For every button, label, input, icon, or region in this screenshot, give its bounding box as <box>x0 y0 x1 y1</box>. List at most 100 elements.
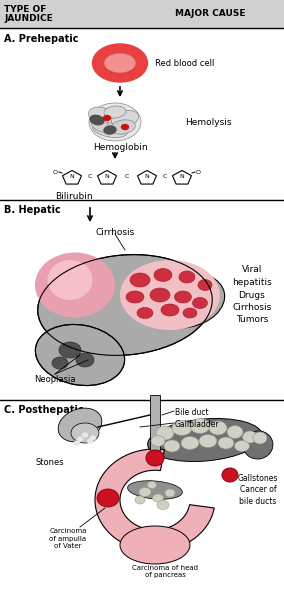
Polygon shape <box>172 170 191 184</box>
Ellipse shape <box>103 115 110 121</box>
Text: Neoplasia: Neoplasia <box>34 375 76 384</box>
Ellipse shape <box>52 357 68 369</box>
Ellipse shape <box>222 468 238 482</box>
Ellipse shape <box>156 426 174 440</box>
Ellipse shape <box>104 106 126 118</box>
Ellipse shape <box>243 431 258 443</box>
Ellipse shape <box>89 107 117 127</box>
Text: Red blood cell: Red blood cell <box>155 58 214 67</box>
Text: O: O <box>196 170 201 175</box>
Text: N: N <box>70 173 74 179</box>
Text: Gallstones
Cancer of
bile ducts: Gallstones Cancer of bile ducts <box>238 474 278 506</box>
Bar <box>0 0 284 28</box>
Ellipse shape <box>71 423 99 443</box>
Ellipse shape <box>59 342 81 358</box>
Ellipse shape <box>91 118 109 132</box>
Ellipse shape <box>179 271 195 283</box>
Ellipse shape <box>78 437 82 441</box>
Ellipse shape <box>105 54 135 72</box>
Ellipse shape <box>183 308 197 318</box>
Ellipse shape <box>58 408 102 442</box>
Text: C: C <box>125 173 129 179</box>
Ellipse shape <box>120 526 190 564</box>
Ellipse shape <box>157 500 169 509</box>
Ellipse shape <box>243 431 273 459</box>
Ellipse shape <box>122 124 128 130</box>
Ellipse shape <box>139 487 151 497</box>
Ellipse shape <box>227 425 243 439</box>
Text: Carcinoma of head
of pancreas: Carcinoma of head of pancreas <box>132 565 198 578</box>
Ellipse shape <box>130 273 150 287</box>
Ellipse shape <box>97 489 119 507</box>
Ellipse shape <box>47 260 93 300</box>
Ellipse shape <box>147 481 156 488</box>
Text: Hemoglobin: Hemoglobin <box>93 143 147 152</box>
Text: N: N <box>145 173 149 179</box>
Text: N: N <box>179 173 184 179</box>
Ellipse shape <box>181 437 199 449</box>
Ellipse shape <box>218 437 234 449</box>
Ellipse shape <box>165 489 175 497</box>
Ellipse shape <box>38 254 212 355</box>
Polygon shape <box>137 170 156 184</box>
Ellipse shape <box>36 325 125 386</box>
Bar <box>150 395 160 450</box>
Ellipse shape <box>120 260 220 330</box>
Ellipse shape <box>87 439 93 443</box>
Ellipse shape <box>93 122 127 137</box>
Text: Stones: Stones <box>36 458 65 467</box>
Text: O: O <box>53 170 58 175</box>
Polygon shape <box>62 170 82 184</box>
Ellipse shape <box>145 272 225 328</box>
Ellipse shape <box>104 126 116 134</box>
Text: C. Posthepatic: C. Posthepatic <box>4 405 83 415</box>
Ellipse shape <box>150 288 170 302</box>
Text: C: C <box>162 173 167 179</box>
Ellipse shape <box>110 120 135 134</box>
Ellipse shape <box>91 436 95 440</box>
Text: Gallbladder: Gallbladder <box>175 420 220 429</box>
Ellipse shape <box>82 433 87 437</box>
Ellipse shape <box>90 115 104 125</box>
Ellipse shape <box>154 269 172 281</box>
Ellipse shape <box>93 44 147 82</box>
Ellipse shape <box>235 440 249 451</box>
Polygon shape <box>95 449 214 551</box>
Ellipse shape <box>135 496 145 504</box>
Text: B. Hepatic: B. Hepatic <box>4 205 61 215</box>
Text: Bile duct: Bile duct <box>175 408 209 417</box>
Text: Hemolysis: Hemolysis <box>185 118 231 127</box>
Ellipse shape <box>172 421 192 436</box>
Text: Viral
hepatitis
Drugs
Cirrhosis
Tumors: Viral hepatitis Drugs Cirrhosis Tumors <box>232 265 272 325</box>
Ellipse shape <box>151 436 165 446</box>
Text: C: C <box>87 173 92 179</box>
Text: TYPE OF
JAUNDICE: TYPE OF JAUNDICE <box>4 5 53 23</box>
Ellipse shape <box>137 307 153 319</box>
Ellipse shape <box>74 441 80 445</box>
Ellipse shape <box>209 421 227 435</box>
Ellipse shape <box>35 253 115 317</box>
Ellipse shape <box>253 432 267 444</box>
Ellipse shape <box>174 291 191 303</box>
Polygon shape <box>97 170 116 184</box>
Ellipse shape <box>89 103 141 141</box>
Ellipse shape <box>111 110 139 128</box>
Text: A. Prehepatic: A. Prehepatic <box>4 34 78 44</box>
Ellipse shape <box>161 304 179 316</box>
Ellipse shape <box>164 440 180 452</box>
Ellipse shape <box>128 481 182 499</box>
Text: MAJOR CAUSE: MAJOR CAUSE <box>175 10 245 19</box>
Ellipse shape <box>193 298 208 308</box>
Ellipse shape <box>198 280 212 290</box>
Ellipse shape <box>76 353 94 367</box>
Ellipse shape <box>153 494 164 502</box>
Ellipse shape <box>148 418 262 461</box>
Text: Bilirubin: Bilirubin <box>55 192 93 201</box>
Ellipse shape <box>190 419 210 433</box>
Ellipse shape <box>199 434 217 448</box>
Text: Carcinoma
of ampulla
of Vater: Carcinoma of ampulla of Vater <box>49 528 87 549</box>
Text: N: N <box>105 173 109 179</box>
Ellipse shape <box>146 450 164 466</box>
Text: Cirrhosis: Cirrhosis <box>95 228 135 237</box>
Ellipse shape <box>126 291 144 303</box>
